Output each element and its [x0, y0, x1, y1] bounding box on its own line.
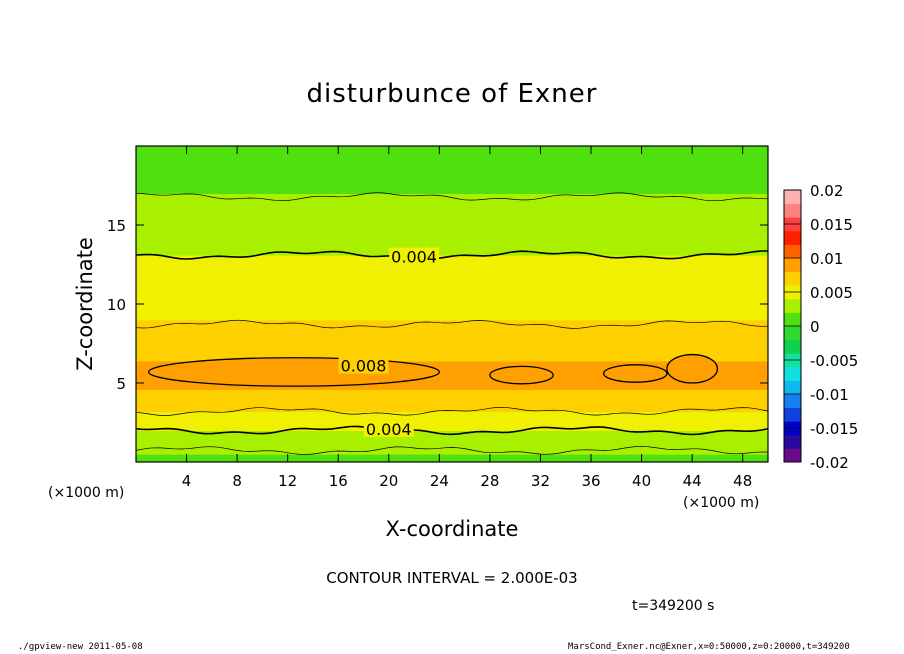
colorbar-segment: [784, 434, 801, 449]
y-tick-label: 10: [107, 296, 126, 314]
colorbar-segment: [784, 258, 801, 273]
contour-line: [136, 445, 768, 455]
contour-high-region: [666, 353, 719, 384]
colorbar-segment: [784, 230, 801, 245]
x-tick-label: 48: [733, 472, 752, 490]
contour-high-region: [489, 365, 554, 385]
x-tick-label: 4: [182, 472, 192, 490]
heatmap-band: [136, 454, 768, 462]
colorbar-tick-label: 0.015: [810, 216, 853, 234]
colorbar-tick-label: 0.02: [810, 182, 843, 200]
x-tick-label: 24: [430, 472, 449, 490]
colorbar-segment: [784, 203, 801, 218]
heatmap-band: [136, 280, 768, 297]
x-tick-label: 16: [329, 472, 348, 490]
x-tick-label: 20: [379, 472, 398, 490]
x-tick-label: 40: [632, 472, 651, 490]
colorbar-segment: [784, 326, 801, 341]
contour-label: 0.004: [366, 420, 412, 439]
contour-label-bg: [338, 356, 389, 374]
colorbar-tick-label: -0.02: [810, 454, 849, 472]
heatmap-band: [136, 264, 768, 281]
heatmap-band: [136, 193, 768, 218]
colorbar-tick-label: -0.015: [810, 420, 858, 438]
x-tick-label: 8: [232, 472, 242, 490]
heatmap-band: [136, 146, 768, 171]
colorbar-tick-label: -0.01: [810, 386, 849, 404]
footer-right-text: MarsCond_Exner.nc@Exner,x=0:50000,z=0:20…: [568, 642, 850, 652]
heatmap-band: [136, 360, 768, 371]
heatmap-band: [136, 370, 768, 381]
heatmap-band: [136, 420, 768, 431]
colorbar-segment: [784, 339, 801, 354]
colorbar-segment: [784, 394, 801, 409]
y-tick-label: 5: [116, 375, 126, 393]
x-tick-label: 36: [581, 472, 600, 490]
y-axis-label: Z-coordinate: [73, 237, 97, 371]
colorbar-segment: [784, 366, 801, 381]
x-axis-label: X-coordinate: [386, 517, 519, 541]
heatmap-band: [136, 351, 768, 362]
contour-line: [136, 425, 768, 436]
x-tick-label: 32: [531, 472, 550, 490]
heatmap-band: [136, 307, 768, 321]
x-tick-label: 28: [480, 472, 499, 490]
heatmap-band: [136, 319, 768, 337]
contour-line: [136, 250, 768, 260]
chart-title: disturbunce of Exner: [307, 79, 598, 109]
heatmap-band: [136, 255, 768, 266]
heatmap-band: [136, 430, 768, 444]
colorbar-segment: [784, 190, 801, 205]
contour-high-region: [147, 357, 441, 387]
x-tick-label: 44: [683, 472, 702, 490]
heatmap-field: [136, 146, 768, 462]
y-tick-label: 15: [107, 217, 126, 235]
contour-label: 0.008: [341, 357, 387, 376]
heatmap-band: [136, 443, 768, 455]
colorbar-tick-label: -0.005: [810, 352, 858, 370]
contour-label-bg: [389, 247, 440, 265]
heatmap-band: [136, 398, 768, 413]
y-unit-label: (×1000 m): [48, 485, 124, 501]
x-tick-label: 12: [278, 472, 297, 490]
heatmap-band: [136, 411, 768, 422]
colorbar-segment: [784, 312, 801, 327]
heatmap-band: [136, 217, 768, 242]
contour-interval-text: CONTOUR INTERVAL = 2.000E-03: [326, 569, 577, 587]
contour-high-region: [603, 364, 668, 383]
colorbar-segment: [784, 380, 801, 395]
colorbar-segment: [784, 271, 801, 286]
heatmap-band: [136, 379, 768, 390]
footer-left-text: ./gpview-new 2011-05-08: [18, 642, 143, 652]
colorbar-segment: [784, 244, 801, 259]
contour-line: [136, 319, 768, 329]
time-text: t=349200 s: [632, 598, 714, 614]
contour-label-bg: [363, 419, 414, 437]
heatmap-band: [136, 240, 768, 256]
x-unit-label: (×1000 m): [683, 495, 759, 511]
contour-label: 0.004: [391, 248, 437, 267]
colorbar-segment: [784, 298, 801, 313]
contour-line: [136, 192, 768, 202]
heatmap-band: [136, 169, 768, 194]
colorbar-segment: [784, 448, 801, 463]
heatmap-band: [136, 389, 768, 400]
colorbar-tick-label: 0.01: [810, 250, 843, 268]
colorbar-segment: [784, 407, 801, 422]
colorbar-tick-label: 0.005: [810, 284, 853, 302]
heatmap-band: [136, 296, 768, 308]
colorbar-tick-label: 0: [810, 318, 820, 336]
contour-line: [136, 406, 768, 416]
heatmap-band: [136, 335, 768, 352]
